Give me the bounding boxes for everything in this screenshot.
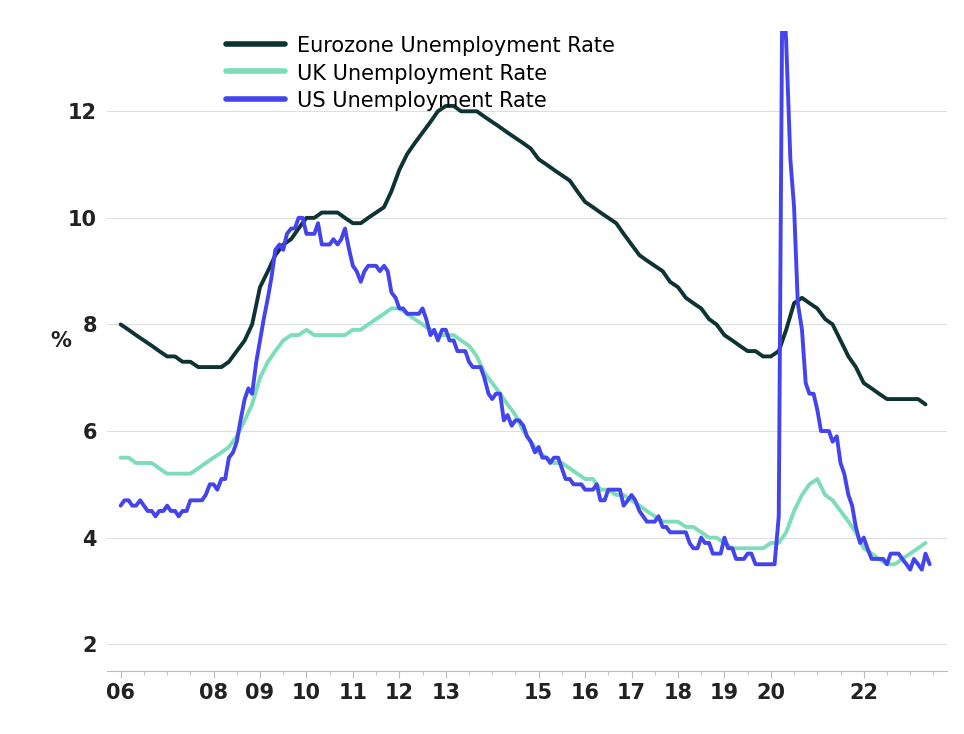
UK Unemployment Rate [920, 539, 931, 548]
Line: Eurozone Unemployment Rate: Eurozone Unemployment Rate [120, 106, 925, 404]
Line: UK Unemployment Rate: UK Unemployment Rate [120, 308, 925, 564]
US Unemployment Rate [796, 325, 808, 334]
UK Unemployment Rate [471, 352, 483, 361]
Line: US Unemployment Rate: US Unemployment Rate [120, 0, 929, 570]
Eurozone Unemployment Rate [115, 320, 126, 329]
US Unemployment Rate [924, 560, 935, 569]
UK Unemployment Rate [115, 454, 126, 462]
UK Unemployment Rate [223, 443, 234, 451]
US Unemployment Rate [122, 496, 134, 505]
UK Unemployment Rate [704, 533, 715, 542]
UK Unemployment Rate [122, 454, 134, 462]
Eurozone Unemployment Rate [471, 107, 483, 116]
Eurozone Unemployment Rate [710, 320, 722, 329]
Eurozone Unemployment Rate [704, 315, 715, 324]
Y-axis label: %: % [50, 331, 71, 351]
US Unemployment Rate [498, 416, 510, 425]
US Unemployment Rate [285, 224, 297, 233]
US Unemployment Rate [904, 565, 916, 574]
Eurozone Unemployment Rate [912, 395, 924, 404]
US Unemployment Rate [843, 490, 854, 499]
Eurozone Unemployment Rate [122, 325, 134, 334]
Eurozone Unemployment Rate [223, 357, 234, 366]
UK Unemployment Rate [386, 304, 397, 313]
UK Unemployment Rate [710, 533, 722, 542]
US Unemployment Rate [115, 501, 126, 510]
Eurozone Unemployment Rate [920, 400, 931, 409]
UK Unemployment Rate [432, 331, 443, 340]
UK Unemployment Rate [881, 560, 893, 569]
US Unemployment Rate [518, 421, 529, 430]
Legend: Eurozone Unemployment Rate, UK Unemployment Rate, US Unemployment Rate: Eurozone Unemployment Rate, UK Unemploym… [227, 35, 615, 112]
Eurozone Unemployment Rate [440, 101, 451, 110]
